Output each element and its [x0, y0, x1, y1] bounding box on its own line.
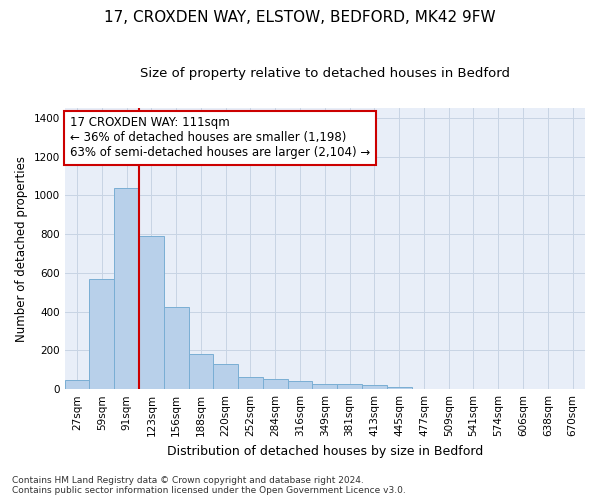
Y-axis label: Number of detached properties: Number of detached properties	[15, 156, 28, 342]
Text: 17, CROXDEN WAY, ELSTOW, BEDFORD, MK42 9FW: 17, CROXDEN WAY, ELSTOW, BEDFORD, MK42 9…	[104, 10, 496, 25]
Bar	[238, 376, 263, 389]
Bar	[263, 380, 287, 389]
Bar	[188, 354, 214, 389]
Title: Size of property relative to detached houses in Bedford: Size of property relative to detached ho…	[140, 68, 510, 80]
Bar	[114, 188, 139, 389]
Bar	[337, 384, 362, 389]
Text: 17 CROXDEN WAY: 111sqm
← 36% of detached houses are smaller (1,198)
63% of semi-: 17 CROXDEN WAY: 111sqm ← 36% of detached…	[70, 116, 370, 160]
Bar	[214, 364, 238, 389]
Bar	[387, 387, 412, 389]
Bar	[89, 278, 114, 389]
Bar	[313, 384, 337, 389]
Bar	[139, 236, 164, 389]
X-axis label: Distribution of detached houses by size in Bedford: Distribution of detached houses by size …	[167, 444, 483, 458]
Bar	[362, 386, 387, 389]
Bar	[65, 380, 89, 389]
Bar	[287, 381, 313, 389]
Bar	[164, 307, 188, 389]
Text: Contains HM Land Registry data © Crown copyright and database right 2024.
Contai: Contains HM Land Registry data © Crown c…	[12, 476, 406, 495]
